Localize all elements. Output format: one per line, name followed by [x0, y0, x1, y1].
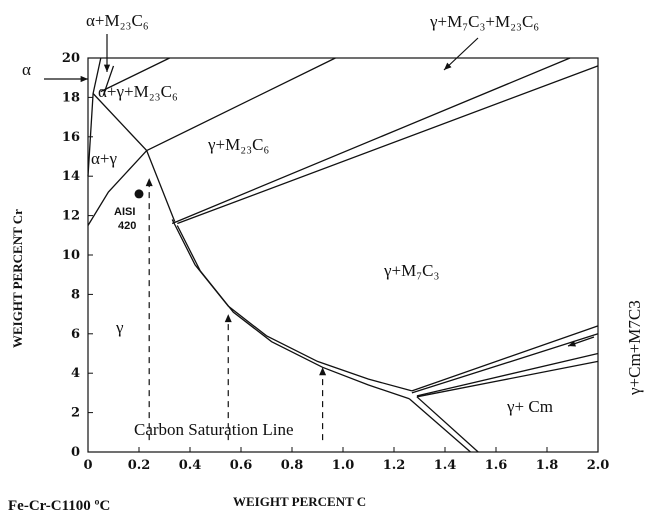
y-axis-title: WEIGHT PERCENT Cr	[10, 209, 25, 348]
boundary-cm-upper-1	[411, 325, 599, 392]
boundary-gamma-cm-left	[408, 398, 471, 453]
boundary-m23-right-line	[146, 57, 336, 152]
boundary-saturation-upper	[171, 219, 413, 392]
plot-frame	[87, 57, 599, 453]
label-alpha-gamma-m23c6: α+γ+M₂₃C₆	[98, 82, 178, 101]
saturation-arrow	[145, 178, 153, 187]
label-gamma-m23c6: γ+M₂₃C₆	[207, 135, 269, 154]
arrow-alpha-m23c6-head	[103, 64, 111, 72]
y-tick-label: 14	[62, 169, 80, 184]
boundary-saturation-lower	[176, 225, 410, 400]
boundary-alpha-gamma-top	[92, 93, 148, 152]
x-tick-label: 0.4	[179, 458, 202, 473]
x-tick-label: 0.2	[128, 458, 151, 473]
boundary-gamma-m23-lower	[146, 150, 176, 222]
x-tick-label: 1.6	[485, 458, 508, 473]
boundary-cm-mid	[416, 352, 599, 397]
x-tick-label: 0	[83, 458, 92, 473]
boundary-cm-upper-2	[411, 333, 599, 394]
axis-ticks: 0 0.2 0.4 0.6 0.8 1.0 1.2 1.4 1.6 1.8 2.0 0 2 4 6 8 10 12…	[62, 51, 609, 473]
x-tick-label: 1.8	[536, 458, 559, 473]
arrow-gamma-m7c3-m23c6	[443, 37, 479, 71]
label-alpha: α	[22, 60, 31, 79]
arrow-gamma-m7c3-m23c6-head	[444, 62, 452, 70]
x-tick-label: 1.4	[434, 458, 457, 473]
saturation-arrow	[319, 367, 327, 376]
y-tick-label: 20	[62, 51, 80, 66]
saturation-arrow	[224, 314, 232, 323]
x-axis-title: WEIGHT PERCENT C	[233, 494, 366, 509]
label-alpha-gamma: α+γ	[91, 149, 117, 168]
aisi-label-line2: 420	[118, 220, 136, 232]
label-gamma-cm-m7c3: γ+Cm+M7C3	[625, 300, 644, 396]
y-tick-label: 0	[71, 445, 80, 460]
y-tick-label: 10	[62, 248, 80, 263]
label-gamma-cm: γ+ Cm	[506, 397, 553, 416]
y-tick-label: 4	[71, 366, 80, 381]
boundary-m7-m23-lower	[177, 65, 599, 225]
boundary-tie-alpha-m23	[102, 65, 115, 96]
plot-area	[87, 57, 599, 453]
y-tick-label: 6	[71, 327, 80, 342]
arrow-alpha-head	[80, 75, 88, 83]
y-tick-label: 8	[71, 287, 80, 302]
aisi-label-line1: AISI	[114, 206, 135, 218]
x-tick-label: 2.0	[587, 458, 610, 473]
y-tick-label: 12	[62, 209, 80, 224]
label-gamma: γ	[115, 318, 124, 337]
boundary-m7-m23-upper	[171, 57, 571, 225]
x-tick-label: 0.6	[230, 458, 253, 473]
y-tick-label: 16	[62, 130, 80, 145]
arrow-gamma-cm-m7c3-head	[568, 340, 576, 347]
x-tick-label: 1.2	[383, 458, 406, 473]
figure-title: Fe-Cr-C1100 ºC	[8, 498, 110, 514]
x-tick-label: 0.8	[281, 458, 304, 473]
y-tick-label: 18	[62, 90, 80, 105]
x-tick-label: 1.0	[332, 458, 355, 473]
boundary-m23-left-line	[100, 57, 170, 93]
label-alpha-m23c6: α+M₂₃C₆	[86, 11, 149, 30]
boundary-gamma-cm-right	[416, 396, 479, 453]
boundary-alpha-gamma-left	[87, 150, 148, 226]
boundary-cm-lower	[416, 360, 599, 398]
carbon-saturation-caption: Carbon Saturation Line	[134, 420, 294, 439]
label-gamma-m7c3-m23c6: γ+M₇C₃+M₂₃C₆	[429, 12, 539, 31]
aisi-420-point	[134, 189, 144, 199]
label-gamma-m7c3: γ+M₇C₃	[383, 261, 439, 280]
y-tick-label: 2	[71, 406, 80, 421]
phase-boundaries	[44, 34, 599, 453]
